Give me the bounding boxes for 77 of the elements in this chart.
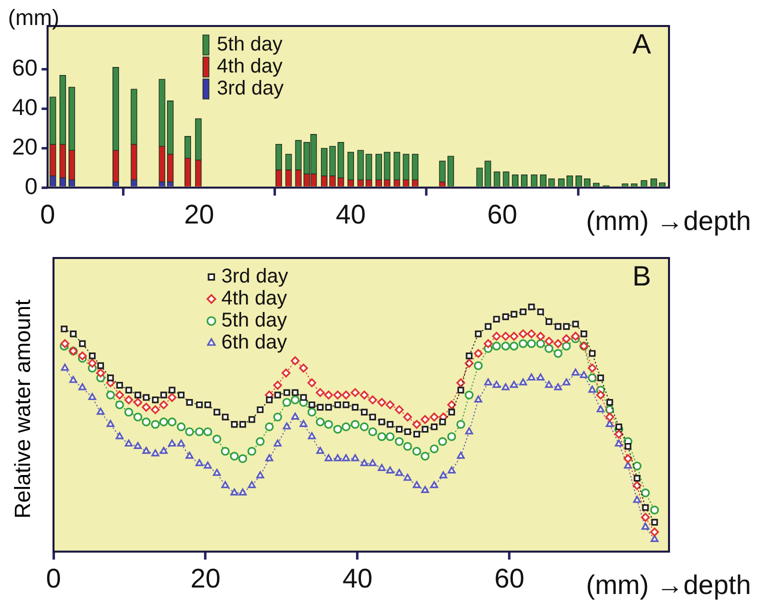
- point: [377, 398, 386, 407]
- point: [124, 396, 134, 404]
- point: [96, 368, 106, 378]
- point: [474, 349, 483, 358]
- point: [360, 390, 369, 400]
- y-tick-label: 20: [12, 134, 38, 160]
- point: [624, 454, 632, 464]
- point: [159, 400, 168, 410]
- y-tick-label: 60: [12, 54, 38, 81]
- legend-label: 5th day: [216, 34, 283, 56]
- point: [142, 402, 151, 412]
- point: [273, 380, 282, 390]
- point: [299, 364, 308, 372]
- point: [456, 378, 466, 388]
- point: [350, 388, 360, 397]
- point: [403, 412, 412, 422]
- point: [60, 339, 70, 348]
- y-tick-label: 0: [24, 172, 38, 199]
- point: [168, 393, 176, 402]
- point: [605, 412, 614, 422]
- point: [641, 512, 650, 522]
- point: [518, 329, 528, 338]
- point: [420, 415, 430, 424]
- legend-label: 6th day: [221, 332, 287, 354]
- x-tick-label: 40: [342, 563, 372, 594]
- point: [510, 332, 518, 341]
- y-axis-title: (mm): [8, 5, 60, 30]
- point: [650, 528, 659, 536]
- point: [527, 329, 536, 338]
- point: [333, 390, 342, 400]
- point: [282, 368, 290, 378]
- point: [307, 378, 316, 388]
- point: [412, 420, 422, 429]
- point: [290, 356, 300, 366]
- point: [501, 332, 510, 341]
- y-tick-label: 40: [12, 94, 38, 120]
- x-tick-label: 40: [336, 199, 366, 230]
- point: [562, 334, 571, 344]
- point: [342, 390, 350, 400]
- x-tick-label: 20: [190, 563, 221, 594]
- point: [596, 390, 606, 400]
- x-tick-label: 0: [46, 563, 62, 594]
- point: [492, 332, 501, 341]
- point: [544, 336, 554, 346]
- point: [316, 388, 325, 397]
- point: [115, 390, 124, 400]
- legend-label: 3rd day: [221, 266, 288, 288]
- x-tick-label: 20: [184, 199, 214, 230]
- point: [386, 400, 395, 410]
- annotation: A: [632, 28, 652, 60]
- x-tick-label: 60: [494, 563, 524, 594]
- point: [484, 339, 493, 348]
- point: [150, 405, 160, 414]
- point: [588, 364, 597, 372]
- legend-label: 4th day: [216, 56, 283, 78]
- point: [368, 396, 378, 404]
- point: [554, 339, 562, 348]
- legend-label: 3rd day: [216, 78, 284, 100]
- point: [536, 332, 545, 341]
- point: [632, 481, 642, 490]
- text: B: [632, 260, 651, 292]
- y-axis-title: Relative water amount: [9, 298, 36, 520]
- point: [430, 412, 439, 422]
- point: [78, 351, 87, 360]
- point: [324, 390, 333, 400]
- point: [447, 400, 456, 410]
- point: [571, 332, 580, 341]
- legend-label: 4th day: [221, 288, 287, 310]
- point: [614, 430, 624, 439]
- x-axis-title: (mm) →depth: [586, 570, 751, 600]
- point: [88, 358, 97, 368]
- legend-label: 5th day: [221, 310, 287, 332]
- x-axis-title: (mm) →depth: [586, 206, 751, 236]
- x-tick-label: 60: [487, 199, 518, 230]
- point: [394, 405, 404, 414]
- point: [133, 398, 142, 407]
- point: [464, 358, 474, 368]
